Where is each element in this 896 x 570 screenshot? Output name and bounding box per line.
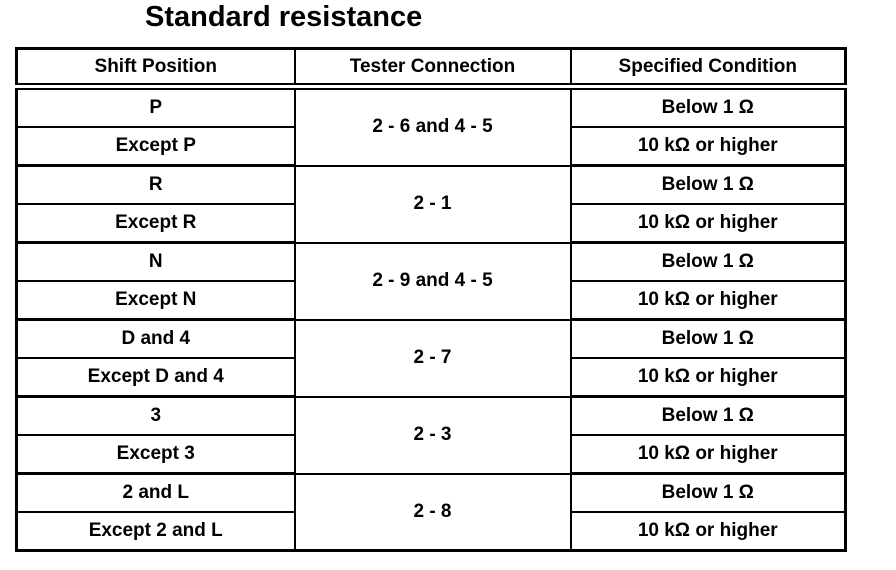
cell-shift-position: 2 and L	[15, 472, 296, 513]
table-row: Except P 10 kΩ or higher	[15, 126, 847, 167]
cell-shift-position: Except 3	[15, 434, 296, 475]
table-row: Except 3 10 kΩ or higher	[15, 434, 847, 475]
header-tester-connection: Tester Connection	[293, 47, 572, 90]
cell-specified-condition: 10 kΩ or higher	[569, 357, 847, 398]
table-row: Except R 10 kΩ or higher	[15, 203, 847, 244]
cell-specified-condition: Below 1 Ω	[569, 472, 847, 513]
cell-specified-condition: 10 kΩ or higher	[569, 511, 847, 552]
cell-tester-connection: 2 - 6 and 4 - 5	[293, 85, 572, 167]
table-row: Except D and 4 10 kΩ or higher	[15, 357, 847, 398]
table-row: N 2 - 9 and 4 - 5 Below 1 Ω	[15, 241, 847, 321]
cell-specified-condition: Below 1 Ω	[569, 241, 847, 282]
cell-specified-condition: 10 kΩ or higher	[569, 280, 847, 321]
cell-specified-condition: 10 kΩ or higher	[569, 434, 847, 475]
table-row: 3 2 - 3 Below 1 Ω	[15, 395, 847, 475]
table-row: D and 4 2 - 7 Below 1 Ω	[15, 318, 847, 398]
cell-specified-condition: Below 1 Ω	[569, 318, 847, 359]
cell-tester-connection: 2 - 8	[293, 472, 572, 552]
cell-shift-position: R	[15, 164, 296, 205]
cell-shift-position: 3	[15, 395, 296, 436]
header-specified-condition: Specified Condition	[569, 47, 847, 90]
cell-shift-position: Except R	[15, 203, 296, 244]
cell-shift-position: N	[15, 241, 296, 282]
page-title: Standard resistance	[145, 1, 423, 33]
cell-shift-position: D and 4	[15, 318, 296, 359]
cell-specified-condition: Below 1 Ω	[569, 85, 847, 128]
table-row: R 2 - 1 Below 1 Ω	[15, 164, 847, 244]
cell-shift-position: P	[15, 85, 296, 128]
cell-specified-condition: 10 kΩ or higher	[569, 203, 847, 244]
table-row: 2 and L 2 - 8 Below 1 Ω	[15, 472, 847, 552]
standard-resistance-table: Shift Position Tester Connection Specifi…	[15, 47, 847, 552]
cell-tester-connection: 2 - 3	[293, 395, 572, 475]
cell-tester-connection: 2 - 7	[293, 318, 572, 398]
cell-specified-condition: 10 kΩ or higher	[569, 126, 847, 167]
cell-shift-position: Except 2 and L	[15, 511, 296, 552]
cell-tester-connection: 2 - 9 and 4 - 5	[293, 241, 572, 321]
table-row: Except 2 and L 10 kΩ or higher	[15, 511, 847, 552]
cell-tester-connection: 2 - 1	[293, 164, 572, 244]
table-header-row: Shift Position Tester Connection Specifi…	[15, 47, 847, 90]
cell-shift-position: Except N	[15, 280, 296, 321]
cell-specified-condition: Below 1 Ω	[569, 395, 847, 436]
cell-shift-position: Except D and 4	[15, 357, 296, 398]
table-row: P 2 - 6 and 4 - 5 Below 1 Ω	[15, 85, 847, 167]
cell-shift-position: Except P	[15, 126, 296, 167]
table-row: Except N 10 kΩ or higher	[15, 280, 847, 321]
header-shift-position: Shift Position	[15, 47, 296, 90]
cell-specified-condition: Below 1 Ω	[569, 164, 847, 205]
